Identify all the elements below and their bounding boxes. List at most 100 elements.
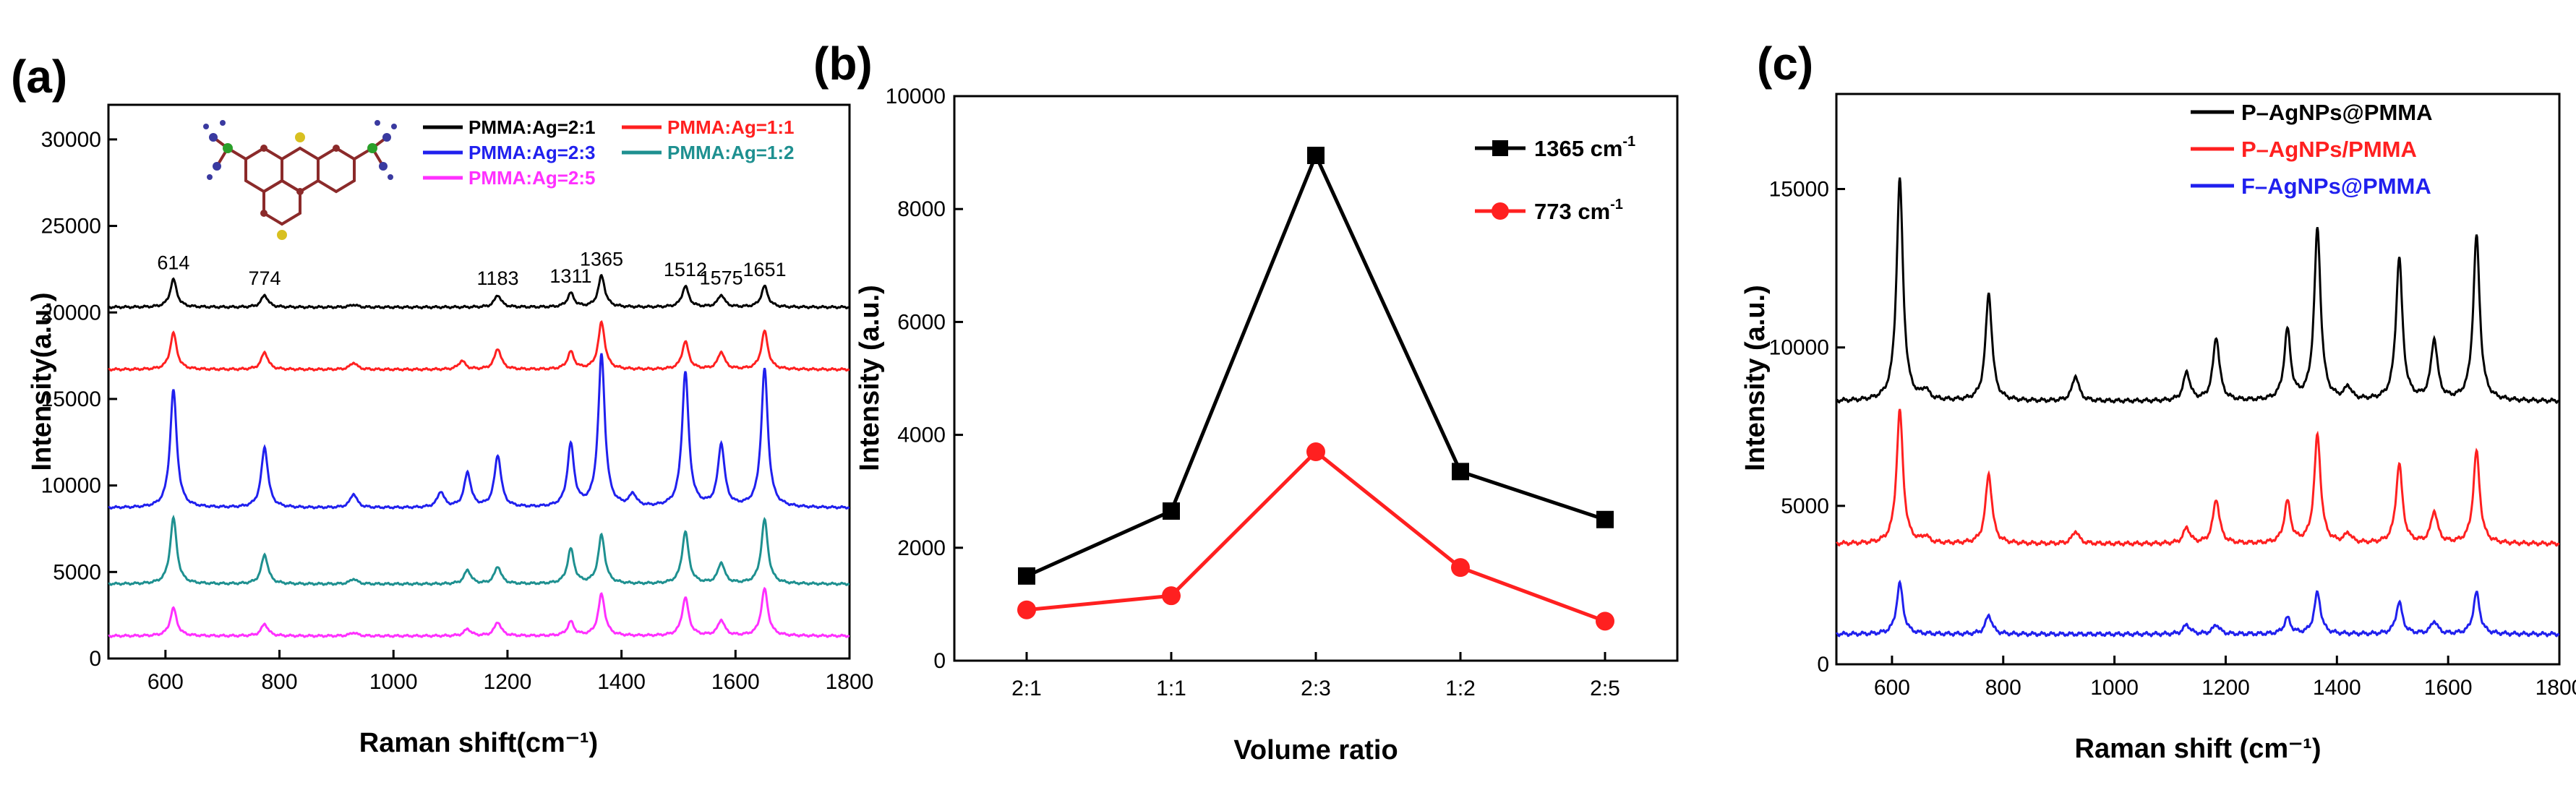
x-tick-label-1800: 1800 — [826, 670, 874, 694]
point-1365-cm-2-5 — [1596, 510, 1614, 528]
spectrum-pmma-ag-1-1 — [108, 319, 850, 372]
y-tick-label-30000: 30000 — [41, 128, 101, 152]
legend-item-f-agnps-at-pmma: F–AgNPs@PMMA — [2191, 173, 2431, 199]
series-line-1365-cm — [1025, 150, 1606, 578]
legend-item-2-5: PMMA:Ag=2:5 — [423, 167, 596, 189]
peak-label-774: 774 — [249, 267, 281, 289]
legend-item-773: 773 cm-1 — [1475, 197, 1623, 224]
spectrum-pmma-ag-2-5 — [108, 586, 850, 638]
panel-b-frame — [953, 95, 1679, 662]
x-tick-label-1000: 1000 — [2090, 676, 2139, 700]
peak-label-1365: 1365 — [580, 249, 623, 270]
x-tick-label-1800: 1800 — [2536, 676, 2576, 700]
y-tick-label-15000: 15000 — [41, 387, 101, 411]
panel-a-label: (a) — [11, 51, 67, 103]
legend-item-p-agnps-at-pmma: P–AgNPs@PMMA — [2191, 100, 2432, 125]
panel-c-legend: P–AgNPs@PMMA P–AgNPs/PMMA F–AgNPs@PMMA — [2191, 100, 2432, 199]
spectrum-pmma-ag-2-3 — [108, 353, 850, 510]
point-1365-cm-1-1 — [1163, 502, 1180, 520]
x-tick-label-1000: 1000 — [369, 670, 418, 694]
legend-item-p-agnps-slash-pmma: P–AgNPs/PMMA — [2191, 137, 2417, 162]
peak-label-614: 614 — [157, 252, 189, 274]
x-tick-label-1-1: 1:1 — [1156, 677, 1186, 700]
svg-text:PMMA:Ag=2:1: PMMA:Ag=2:1 — [468, 116, 596, 138]
panel-a-x-ticks: 600 800 1000 1200 1400 1600 1800 — [147, 650, 874, 694]
peak-label-1311: 1311 — [549, 265, 591, 287]
panel-c-label: (c) — [1757, 38, 1813, 90]
point-773-cm-1-1 — [1162, 586, 1181, 606]
panel-b-label: (b) — [813, 38, 873, 90]
panel-c-y-axis-label: Intensity (a.u.) — [1740, 285, 1771, 471]
peak-label-1575: 1575 — [700, 267, 743, 289]
svg-text:PMMA:Ag=1:1: PMMA:Ag=1:1 — [667, 116, 795, 138]
panel-c: (c) 0 5000 10000 15000 600 800 1000 1200 1400 16… — [1740, 38, 2576, 764]
panel-b-series — [1017, 147, 1614, 631]
x-tick-label-2-1: 2:1 — [1011, 677, 1042, 700]
panel-a: (a) 0 5000 10000 15000 20000 25000 30000 600 80… — [11, 51, 873, 758]
panel-a-spectra — [108, 274, 850, 638]
y-tick-label-6000: 6000 — [897, 310, 946, 334]
svg-text:P–AgNPs@PMMA: P–AgNPs@PMMA — [2241, 100, 2432, 125]
svg-text:PMMA:Ag=1:2: PMMA:Ag=1:2 — [667, 142, 795, 163]
panel-a-legend: PMMA:Ag=2:1 PMMA:Ag=1:1 PMMA:Ag=2:3 PMMA… — [423, 116, 795, 189]
y-tick-label-25000: 25000 — [41, 215, 101, 239]
spectrum-pmma-ag-2-1 — [108, 274, 850, 310]
molecule-structure-icon — [203, 120, 397, 240]
x-tick-label-1600: 1600 — [711, 670, 760, 694]
svg-text:PMMA:Ag=2:5: PMMA:Ag=2:5 — [468, 167, 596, 189]
svg-text:PMMA:Ag=2:3: PMMA:Ag=2:3 — [468, 142, 596, 163]
y-tick-label-0: 0 — [1817, 653, 1829, 677]
y-tick-label-10000: 10000 — [1769, 336, 1829, 360]
y-tick-label-4000: 4000 — [897, 424, 946, 447]
legend-item-2-3: PMMA:Ag=2:3 — [423, 142, 596, 163]
x-tick-label-1400: 1400 — [597, 670, 646, 694]
x-tick-label-1400: 1400 — [2313, 676, 2361, 700]
x-tick-label-2-5: 2:5 — [1590, 677, 1620, 700]
point-1365-cm-1-2 — [1452, 463, 1469, 481]
panel-b-legend: 1365 cm-1 773 cm-1 — [1475, 134, 1635, 224]
peak-label-1183: 1183 — [476, 267, 518, 289]
y-tick-label-8000: 8000 — [897, 197, 946, 221]
y-tick-label-10000: 10000 — [41, 474, 101, 498]
point-1365-cm-2-3 — [1307, 147, 1325, 165]
svg-text:F–AgNPs@PMMA: F–AgNPs@PMMA — [2241, 173, 2431, 199]
y-tick-label-15000: 15000 — [1769, 178, 1829, 202]
svg-text:1365 cm-1: 1365 cm-1 — [1534, 134, 1635, 161]
x-tick-label-1200: 1200 — [2201, 676, 2250, 700]
x-tick-label-600: 600 — [147, 670, 184, 694]
svg-text:773 cm-1: 773 cm-1 — [1534, 197, 1623, 224]
spectrum-pmma-ag-1-2 — [108, 514, 850, 586]
x-tick-label-1-2: 1:2 — [1445, 677, 1476, 700]
panel-c-x-ticks: 600 800 1000 1200 1400 1600 1800 — [1874, 656, 2576, 700]
y-tick-label-20000: 20000 — [41, 301, 101, 325]
panel-b-x-ticks: 2:1 1:1 2:3 1:2 2:5 — [1011, 652, 1620, 700]
legend-item-1-1: PMMA:Ag=1:1 — [622, 116, 795, 138]
peak-label-1651: 1651 — [743, 259, 786, 280]
panel-b-y-axis-label: Intensity (a.u.) — [855, 285, 885, 471]
panel-c-frame — [1835, 93, 2561, 666]
panel-c-y-ticks: 0 5000 10000 15000 — [1769, 178, 1845, 677]
x-tick-label-600: 600 — [1874, 676, 1910, 700]
panel-a-y-axis-label: Intensity(a.u.) — [27, 292, 57, 471]
x-tick-label-1600: 1600 — [2424, 676, 2473, 700]
svg-text:P–AgNPs/PMMA: P–AgNPs/PMMA — [2241, 137, 2417, 162]
y-tick-label-0: 0 — [933, 649, 946, 673]
spectrum-f-agnps-pmma — [1836, 579, 2560, 638]
spectrum-p-agnps-pmma — [1836, 177, 2560, 404]
x-tick-label-2-3: 2:3 — [1301, 677, 1331, 700]
point-773-cm-2-5 — [1596, 612, 1614, 631]
panel-a-x-axis-label: Raman shift(cm⁻¹) — [359, 728, 598, 758]
panel-a-y-ticks: 0 5000 10000 15000 20000 25000 30000 — [41, 128, 117, 671]
legend-item-1-2: PMMA:Ag=1:2 — [622, 142, 795, 163]
point-773-cm-1-2 — [1451, 558, 1470, 578]
point-773-cm-2-3 — [1306, 442, 1325, 462]
panel-b-x-axis-label: Volume ratio — [1233, 735, 1398, 765]
y-tick-label-0: 0 — [89, 647, 101, 671]
x-tick-label-800: 800 — [1985, 676, 2021, 700]
point-773-cm-2-1 — [1017, 600, 1036, 619]
panel-c-x-axis-label: Raman shift (cm⁻¹) — [2075, 734, 2322, 764]
y-tick-label-5000: 5000 — [1781, 494, 1829, 518]
